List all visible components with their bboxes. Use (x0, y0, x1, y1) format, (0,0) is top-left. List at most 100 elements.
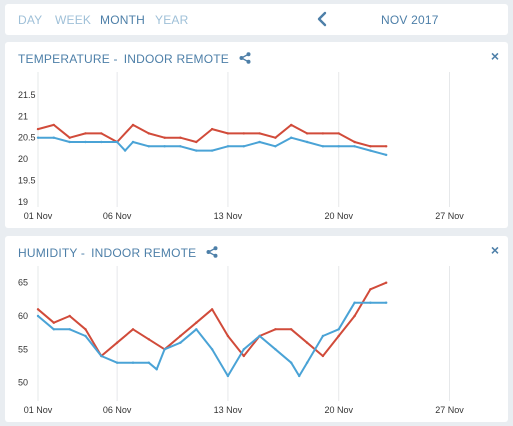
humidity-title-sub: INDOOR REMOTE (91, 246, 197, 260)
data-point (84, 328, 87, 331)
data-point (179, 334, 182, 338)
data-point (163, 348, 166, 351)
data-point (155, 368, 158, 371)
data-point (226, 334, 230, 338)
data-point (337, 145, 340, 148)
y-tick-label: 20.5 (18, 133, 36, 143)
data-point (147, 338, 150, 341)
data-point (115, 341, 119, 344)
temperature-card: TEMPERATURE - INDOOR REMOTE × 01 Nov 06 No… (5, 42, 508, 228)
data-point (115, 140, 119, 144)
x-tick-label: 13 Nov (214, 405, 243, 415)
data-point (385, 301, 388, 304)
data-point (179, 136, 182, 139)
data-point (68, 136, 71, 139)
x-tick-label: 06 Nov (103, 405, 132, 415)
chevron-left-icon[interactable] (315, 10, 329, 28)
data-point (290, 361, 293, 364)
data-point (274, 348, 277, 351)
tab-week[interactable]: WEEK (55, 13, 92, 27)
data-point (258, 132, 261, 135)
data-point (290, 328, 293, 331)
data-point (100, 354, 103, 358)
data-point (321, 145, 325, 148)
series-line-1 (38, 136, 387, 156)
data-point (100, 132, 103, 135)
data-point (210, 127, 214, 131)
y-tick-label: 60 (18, 311, 28, 321)
data-point (226, 145, 230, 148)
data-point (195, 321, 198, 324)
data-point (68, 328, 71, 331)
y-tick-label: 21.5 (18, 90, 36, 100)
tab-year[interactable]: YEAR (155, 13, 189, 27)
data-point (305, 140, 309, 144)
x-tick-label: 01 Nov (24, 211, 53, 221)
data-point (210, 348, 214, 351)
data-point (226, 132, 230, 135)
data-point (242, 354, 245, 358)
data-point (305, 132, 309, 135)
temperature-title-main: TEMPERATURE - (18, 52, 118, 66)
x-tick-label: 13 Nov (214, 211, 243, 221)
data-point (195, 328, 198, 331)
data-point (36, 127, 40, 131)
humidity-close-button[interactable]: × (490, 242, 499, 258)
x-tick-label: 20 Nov (324, 211, 353, 221)
data-point (274, 136, 277, 139)
temperature-close-button[interactable]: × (490, 48, 499, 64)
data-point (131, 328, 135, 331)
data-point (369, 149, 372, 152)
humidity-title-main: HUMIDITY - (18, 246, 86, 260)
data-point (100, 140, 103, 144)
temperature-title: TEMPERATURE - INDOOR REMOTE (18, 52, 251, 66)
data-point (131, 123, 135, 127)
data-point (258, 140, 261, 144)
humidity-card: HUMIDITY - INDOOR REMOTE × 01 Nov 06 Nov 13… (5, 236, 508, 422)
data-point (123, 149, 127, 152)
data-point (353, 301, 356, 304)
data-point (36, 308, 40, 311)
temperature-chart: 01 Nov 06 Nov 13 Nov 20 Nov 27 Nov 19 19.5 20 20… (18, 72, 464, 221)
data-point (353, 140, 356, 144)
share-icon[interactable] (206, 246, 218, 258)
y-tick-label: 21 (18, 111, 28, 121)
data-point (321, 354, 325, 358)
data-point (385, 153, 388, 157)
tab-day[interactable]: DAY (18, 13, 43, 27)
data-point (369, 145, 372, 148)
data-point (147, 145, 150, 148)
data-point (68, 140, 71, 144)
data-point (321, 132, 325, 135)
data-point (52, 136, 55, 139)
data-point (179, 145, 182, 148)
y-tick-label: 50 (18, 378, 28, 388)
data-point (321, 334, 325, 338)
data-point (298, 374, 301, 378)
data-point (36, 314, 40, 318)
data-point (290, 123, 293, 127)
data-point (274, 145, 277, 148)
series-line-1 (37, 301, 387, 377)
data-point (84, 132, 87, 135)
data-point (337, 328, 340, 331)
data-point (305, 341, 309, 344)
data-point (131, 361, 135, 364)
data-point (337, 132, 340, 135)
x-tick-label: 01 Nov (24, 405, 53, 415)
y-tick-label: 20 (18, 154, 28, 164)
data-point (52, 321, 55, 324)
share-icon[interactable] (239, 52, 251, 64)
data-point (210, 308, 214, 311)
data-point (195, 149, 198, 152)
data-point (226, 374, 230, 378)
data-point (353, 145, 356, 148)
data-point (290, 136, 293, 139)
data-point (210, 149, 214, 152)
data-point (242, 145, 245, 148)
data-point (179, 341, 182, 344)
data-point (353, 314, 356, 318)
tab-month[interactable]: MONTH (100, 13, 145, 27)
x-tick-label: 20 Nov (324, 405, 353, 415)
data-point (385, 145, 388, 148)
